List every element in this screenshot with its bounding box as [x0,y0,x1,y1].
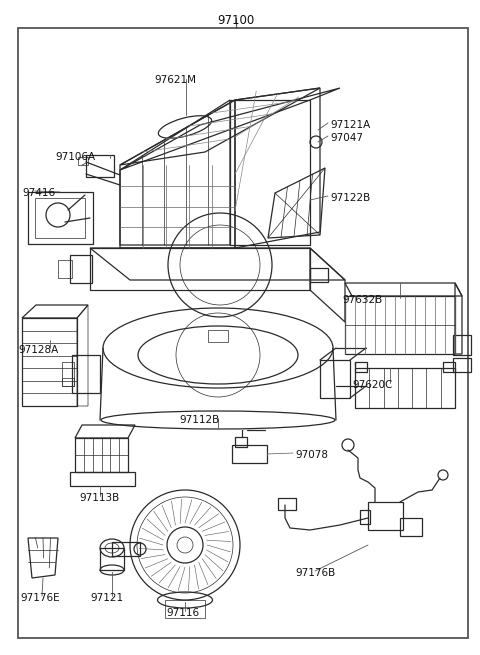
Text: 97113B: 97113B [80,493,120,503]
Bar [35,198,85,238]
Text: 97121: 97121 [90,593,123,603]
Bar [78,157,88,165]
Bar [165,600,205,618]
Bar [62,378,74,386]
Bar [453,358,471,372]
Text: 97100: 97100 [217,14,254,27]
Text: 97078: 97078 [295,450,328,460]
Bar [278,498,296,510]
Text: 97128A: 97128A [18,345,58,355]
Text: 97112B: 97112B [180,415,220,425]
Text: 97116: 97116 [167,608,200,618]
Bar [208,330,228,342]
Text: 97632B: 97632B [342,295,382,305]
Bar [72,355,100,393]
Bar [70,472,135,486]
Bar [235,437,247,447]
Bar [368,502,403,530]
Text: 97176B: 97176B [295,568,335,578]
Bar [28,192,93,244]
Text: 97106A: 97106A [55,152,95,162]
Bar [58,260,72,278]
Bar [62,362,74,386]
Bar [70,255,92,283]
Text: 97620C: 97620C [352,380,392,390]
Text: 97121A: 97121A [330,120,370,130]
Bar [453,335,471,355]
Text: 97621M: 97621M [154,75,196,85]
Text: 97416: 97416 [22,188,55,198]
Bar [400,518,422,536]
Text: 97176E: 97176E [20,593,60,603]
Bar [310,268,328,282]
Bar [443,362,455,372]
Bar [86,155,114,177]
Text: 97122B: 97122B [330,193,370,203]
Bar [112,542,140,556]
Bar [100,548,124,570]
Bar [232,445,267,463]
Bar [22,318,77,406]
Bar [360,510,370,524]
Bar [355,368,455,408]
Bar [345,296,455,354]
Bar [320,360,350,398]
Text: 97047: 97047 [330,133,363,143]
Bar [355,362,367,372]
